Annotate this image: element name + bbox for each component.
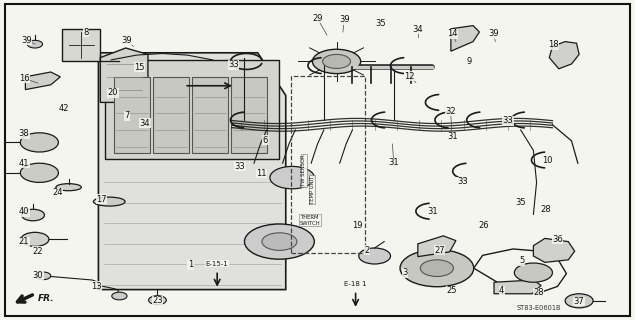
Ellipse shape — [93, 197, 125, 206]
Text: 33: 33 — [503, 116, 513, 125]
Text: 2: 2 — [364, 246, 370, 255]
Text: 19: 19 — [352, 221, 362, 230]
Polygon shape — [100, 48, 148, 102]
Text: 28: 28 — [541, 205, 551, 214]
Text: 33: 33 — [457, 177, 467, 186]
Circle shape — [514, 263, 552, 282]
Circle shape — [149, 296, 166, 305]
Text: 14: 14 — [447, 29, 457, 38]
Text: 41: 41 — [19, 159, 29, 168]
Text: 33: 33 — [229, 60, 239, 69]
Bar — [105, 60, 279, 159]
Text: 33: 33 — [235, 162, 245, 171]
Text: 22: 22 — [33, 247, 43, 256]
Text: 1: 1 — [188, 260, 193, 269]
Text: 27: 27 — [434, 246, 444, 255]
Text: 40: 40 — [19, 207, 29, 216]
Text: TEMP UNIT: TEMP UNIT — [310, 175, 315, 204]
Text: 26: 26 — [479, 221, 489, 230]
Text: 35: 35 — [516, 198, 526, 207]
Circle shape — [312, 49, 361, 74]
Text: 34: 34 — [413, 25, 423, 34]
Text: 16: 16 — [19, 74, 29, 83]
Text: 31: 31 — [428, 207, 438, 216]
Text: 6: 6 — [263, 136, 268, 145]
Text: 35: 35 — [376, 19, 386, 28]
Bar — [291, 76, 365, 253]
Text: 30: 30 — [33, 271, 43, 280]
Polygon shape — [549, 42, 579, 69]
Text: 8: 8 — [83, 28, 88, 36]
Circle shape — [244, 224, 314, 259]
Circle shape — [21, 232, 49, 246]
Text: E-15-1: E-15-1 — [206, 260, 229, 267]
Circle shape — [420, 260, 453, 276]
Circle shape — [27, 40, 43, 48]
Text: 15: 15 — [135, 63, 145, 72]
Polygon shape — [494, 280, 541, 294]
Polygon shape — [62, 29, 100, 61]
Text: 25: 25 — [447, 286, 457, 295]
Text: 32: 32 — [446, 107, 456, 116]
Text: ST83-E0601B: ST83-E0601B — [516, 305, 561, 311]
Text: 29: 29 — [312, 14, 323, 23]
Text: 4: 4 — [499, 286, 504, 295]
Text: 37: 37 — [574, 297, 584, 306]
Text: 39: 39 — [489, 29, 499, 38]
Text: FR.: FR. — [38, 294, 55, 303]
Circle shape — [36, 272, 51, 280]
Circle shape — [20, 163, 58, 182]
Circle shape — [22, 209, 44, 221]
Polygon shape — [418, 236, 456, 257]
Polygon shape — [98, 53, 286, 290]
Text: 31: 31 — [447, 132, 457, 141]
Text: 12: 12 — [404, 72, 415, 81]
Text: 20: 20 — [108, 88, 118, 97]
Text: 34: 34 — [140, 119, 150, 128]
Text: 21: 21 — [19, 237, 29, 246]
Text: 9: 9 — [466, 57, 471, 66]
Polygon shape — [451, 26, 479, 51]
Polygon shape — [533, 238, 575, 262]
Circle shape — [262, 233, 297, 250]
Text: 3: 3 — [403, 268, 408, 277]
Text: 38: 38 — [19, 129, 29, 138]
Bar — [231, 77, 267, 153]
Text: 18: 18 — [549, 40, 559, 49]
Text: 23: 23 — [152, 296, 163, 305]
Ellipse shape — [56, 184, 81, 191]
Polygon shape — [25, 72, 60, 90]
Circle shape — [112, 292, 127, 300]
Text: 36: 36 — [552, 235, 563, 244]
Text: TW SENSOR: TW SENSOR — [301, 155, 306, 186]
Bar — [153, 77, 189, 153]
Text: E-18 1: E-18 1 — [344, 281, 367, 287]
Text: 39: 39 — [122, 36, 132, 44]
Text: 39: 39 — [22, 36, 32, 44]
Text: 7: 7 — [124, 111, 130, 120]
Circle shape — [270, 166, 314, 189]
Text: 5: 5 — [519, 256, 525, 265]
Text: THERM
SWITCH: THERM SWITCH — [300, 215, 320, 226]
Text: 28: 28 — [533, 288, 544, 297]
Bar — [192, 77, 228, 153]
Circle shape — [400, 250, 474, 287]
Text: 17: 17 — [97, 195, 107, 204]
Circle shape — [20, 133, 58, 152]
Text: 11: 11 — [257, 169, 267, 178]
Text: 31: 31 — [389, 158, 399, 167]
Text: 39: 39 — [339, 15, 349, 24]
Text: 24: 24 — [52, 188, 62, 197]
Bar — [114, 77, 150, 153]
Circle shape — [359, 248, 391, 264]
Circle shape — [565, 294, 593, 308]
Text: 10: 10 — [542, 156, 552, 165]
Text: 13: 13 — [91, 282, 102, 291]
Circle shape — [323, 54, 351, 68]
Text: 42: 42 — [58, 104, 69, 113]
